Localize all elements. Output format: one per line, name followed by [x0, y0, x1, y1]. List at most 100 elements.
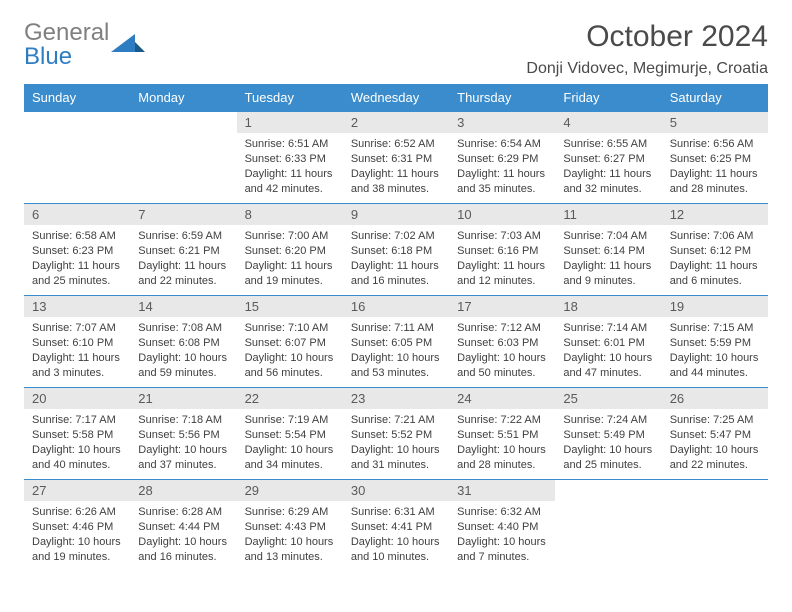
day-number: 27: [24, 480, 130, 501]
calendar-day-cell: 11Sunrise: 7:04 AMSunset: 6:14 PMDayligh…: [555, 204, 661, 296]
day-data: Sunrise: 6:29 AMSunset: 4:43 PMDaylight:…: [237, 501, 343, 568]
calendar-day-cell: 18Sunrise: 7:14 AMSunset: 6:01 PMDayligh…: [555, 296, 661, 388]
day-number: 5: [662, 112, 768, 133]
day-number: 2: [343, 112, 449, 133]
day-data: Sunrise: 7:25 AMSunset: 5:47 PMDaylight:…: [662, 409, 768, 476]
sunset-text: Sunset: 5:51 PM: [457, 428, 547, 443]
sunrise-text: Sunrise: 7:03 AM: [457, 229, 547, 244]
sunrise-text: Sunrise: 7:02 AM: [351, 229, 441, 244]
sunrise-text: Sunrise: 7:06 AM: [670, 229, 760, 244]
day-data: Sunrise: 7:10 AMSunset: 6:07 PMDaylight:…: [237, 317, 343, 384]
day-number: 29: [237, 480, 343, 501]
day-number: 28: [130, 480, 236, 501]
sunset-text: Sunset: 4:43 PM: [245, 520, 335, 535]
sunrise-text: Sunrise: 7:11 AM: [351, 321, 441, 336]
day-data: Sunrise: 7:07 AMSunset: 6:10 PMDaylight:…: [24, 317, 130, 384]
calendar-table: Sunday Monday Tuesday Wednesday Thursday…: [24, 84, 768, 572]
logo-text: General Blue: [24, 20, 109, 68]
day-data: Sunrise: 7:02 AMSunset: 6:18 PMDaylight:…: [343, 225, 449, 292]
day-number: 13: [24, 296, 130, 317]
calendar-day-cell: 12Sunrise: 7:06 AMSunset: 6:12 PMDayligh…: [662, 204, 768, 296]
day-data: Sunrise: 7:15 AMSunset: 5:59 PMDaylight:…: [662, 317, 768, 384]
calendar-day-cell: 20Sunrise: 7:17 AMSunset: 5:58 PMDayligh…: [24, 388, 130, 480]
sunset-text: Sunset: 4:41 PM: [351, 520, 441, 535]
daylight-text: Daylight: 11 hours and 35 minutes.: [457, 167, 547, 197]
day-data: Sunrise: 7:12 AMSunset: 6:03 PMDaylight:…: [449, 317, 555, 384]
day-number: 15: [237, 296, 343, 317]
day-data: Sunrise: 7:11 AMSunset: 6:05 PMDaylight:…: [343, 317, 449, 384]
logo: General Blue: [24, 20, 145, 68]
calendar-week-row: 27Sunrise: 6:26 AMSunset: 4:46 PMDayligh…: [24, 480, 768, 572]
day-data: Sunrise: 7:18 AMSunset: 5:56 PMDaylight:…: [130, 409, 236, 476]
sunset-text: Sunset: 4:40 PM: [457, 520, 547, 535]
day-header: Thursday: [449, 84, 555, 112]
sunrise-text: Sunrise: 6:58 AM: [32, 229, 122, 244]
sunrise-text: Sunrise: 7:25 AM: [670, 413, 760, 428]
daylight-text: Daylight: 11 hours and 12 minutes.: [457, 259, 547, 289]
day-data: Sunrise: 6:55 AMSunset: 6:27 PMDaylight:…: [555, 133, 661, 200]
day-number: 24: [449, 388, 555, 409]
day-number: 30: [343, 480, 449, 501]
sunset-text: Sunset: 5:54 PM: [245, 428, 335, 443]
calendar-day-cell: 24Sunrise: 7:22 AMSunset: 5:51 PMDayligh…: [449, 388, 555, 480]
day-number: 23: [343, 388, 449, 409]
sunset-text: Sunset: 6:21 PM: [138, 244, 228, 259]
daylight-text: Daylight: 10 hours and 34 minutes.: [245, 443, 335, 473]
day-number: 6: [24, 204, 130, 225]
calendar-day-cell: [555, 480, 661, 572]
sunrise-text: Sunrise: 7:22 AM: [457, 413, 547, 428]
day-number: 14: [130, 296, 236, 317]
daylight-text: Daylight: 11 hours and 3 minutes.: [32, 351, 122, 381]
sunset-text: Sunset: 6:07 PM: [245, 336, 335, 351]
sunset-text: Sunset: 6:18 PM: [351, 244, 441, 259]
calendar-day-cell: 30Sunrise: 6:31 AMSunset: 4:41 PMDayligh…: [343, 480, 449, 572]
sunrise-text: Sunrise: 7:00 AM: [245, 229, 335, 244]
sunrise-text: Sunrise: 7:10 AM: [245, 321, 335, 336]
day-number: 26: [662, 388, 768, 409]
sunrise-text: Sunrise: 7:19 AM: [245, 413, 335, 428]
sunrise-text: Sunrise: 6:52 AM: [351, 137, 441, 152]
calendar-day-cell: 17Sunrise: 7:12 AMSunset: 6:03 PMDayligh…: [449, 296, 555, 388]
calendar-day-cell: 15Sunrise: 7:10 AMSunset: 6:07 PMDayligh…: [237, 296, 343, 388]
sunset-text: Sunset: 5:49 PM: [563, 428, 653, 443]
calendar-day-cell: 27Sunrise: 6:26 AMSunset: 4:46 PMDayligh…: [24, 480, 130, 572]
day-data: Sunrise: 6:58 AMSunset: 6:23 PMDaylight:…: [24, 225, 130, 292]
day-header: Monday: [130, 84, 236, 112]
sunrise-text: Sunrise: 7:24 AM: [563, 413, 653, 428]
daylight-text: Daylight: 10 hours and 44 minutes.: [670, 351, 760, 381]
day-number: 22: [237, 388, 343, 409]
daylight-text: Daylight: 11 hours and 19 minutes.: [245, 259, 335, 289]
sunrise-text: Sunrise: 7:18 AM: [138, 413, 228, 428]
day-data: Sunrise: 6:56 AMSunset: 6:25 PMDaylight:…: [662, 133, 768, 200]
calendar-day-cell: 26Sunrise: 7:25 AMSunset: 5:47 PMDayligh…: [662, 388, 768, 480]
daylight-text: Daylight: 11 hours and 38 minutes.: [351, 167, 441, 197]
sunset-text: Sunset: 6:31 PM: [351, 152, 441, 167]
day-number: 11: [555, 204, 661, 225]
daylight-text: Daylight: 10 hours and 47 minutes.: [563, 351, 653, 381]
day-header: Saturday: [662, 84, 768, 112]
logo-text-bottom: Blue: [24, 46, 109, 68]
daylight-text: Daylight: 10 hours and 59 minutes.: [138, 351, 228, 381]
sunrise-text: Sunrise: 6:54 AM: [457, 137, 547, 152]
day-number: 9: [343, 204, 449, 225]
day-data: Sunrise: 6:54 AMSunset: 6:29 PMDaylight:…: [449, 133, 555, 200]
sunrise-text: Sunrise: 6:29 AM: [245, 505, 335, 520]
sunset-text: Sunset: 6:10 PM: [32, 336, 122, 351]
title-block: October 2024 Donji Vidovec, Megimurje, C…: [526, 20, 768, 78]
calendar-day-cell: 3Sunrise: 6:54 AMSunset: 6:29 PMDaylight…: [449, 112, 555, 204]
day-number: 1: [237, 112, 343, 133]
daylight-text: Daylight: 10 hours and 10 minutes.: [351, 535, 441, 565]
calendar-day-cell: 7Sunrise: 6:59 AMSunset: 6:21 PMDaylight…: [130, 204, 236, 296]
sunrise-text: Sunrise: 7:14 AM: [563, 321, 653, 336]
day-data: Sunrise: 7:17 AMSunset: 5:58 PMDaylight:…: [24, 409, 130, 476]
day-data: Sunrise: 7:24 AMSunset: 5:49 PMDaylight:…: [555, 409, 661, 476]
calendar-day-cell: 22 Sunrise: 7:19 AMSunset: 5:54 PMDayligh…: [237, 388, 343, 480]
sunrise-text: Sunrise: 6:28 AM: [138, 505, 228, 520]
calendar-week-row: 1Sunrise: 6:51 AMSunset: 6:33 PMDaylight…: [24, 112, 768, 204]
daylight-text: Daylight: 11 hours and 6 minutes.: [670, 259, 760, 289]
calendar-day-cell: [24, 112, 130, 204]
sunrise-text: Sunrise: 7:17 AM: [32, 413, 122, 428]
calendar-day-cell: 2 Sunrise: 6:52 AMSunset: 6:31 PMDaylight…: [343, 112, 449, 204]
day-data: Sunrise: 7:04 AMSunset: 6:14 PMDaylight:…: [555, 225, 661, 292]
day-data: Sunrise: 7:14 AMSunset: 6:01 PMDaylight:…: [555, 317, 661, 384]
